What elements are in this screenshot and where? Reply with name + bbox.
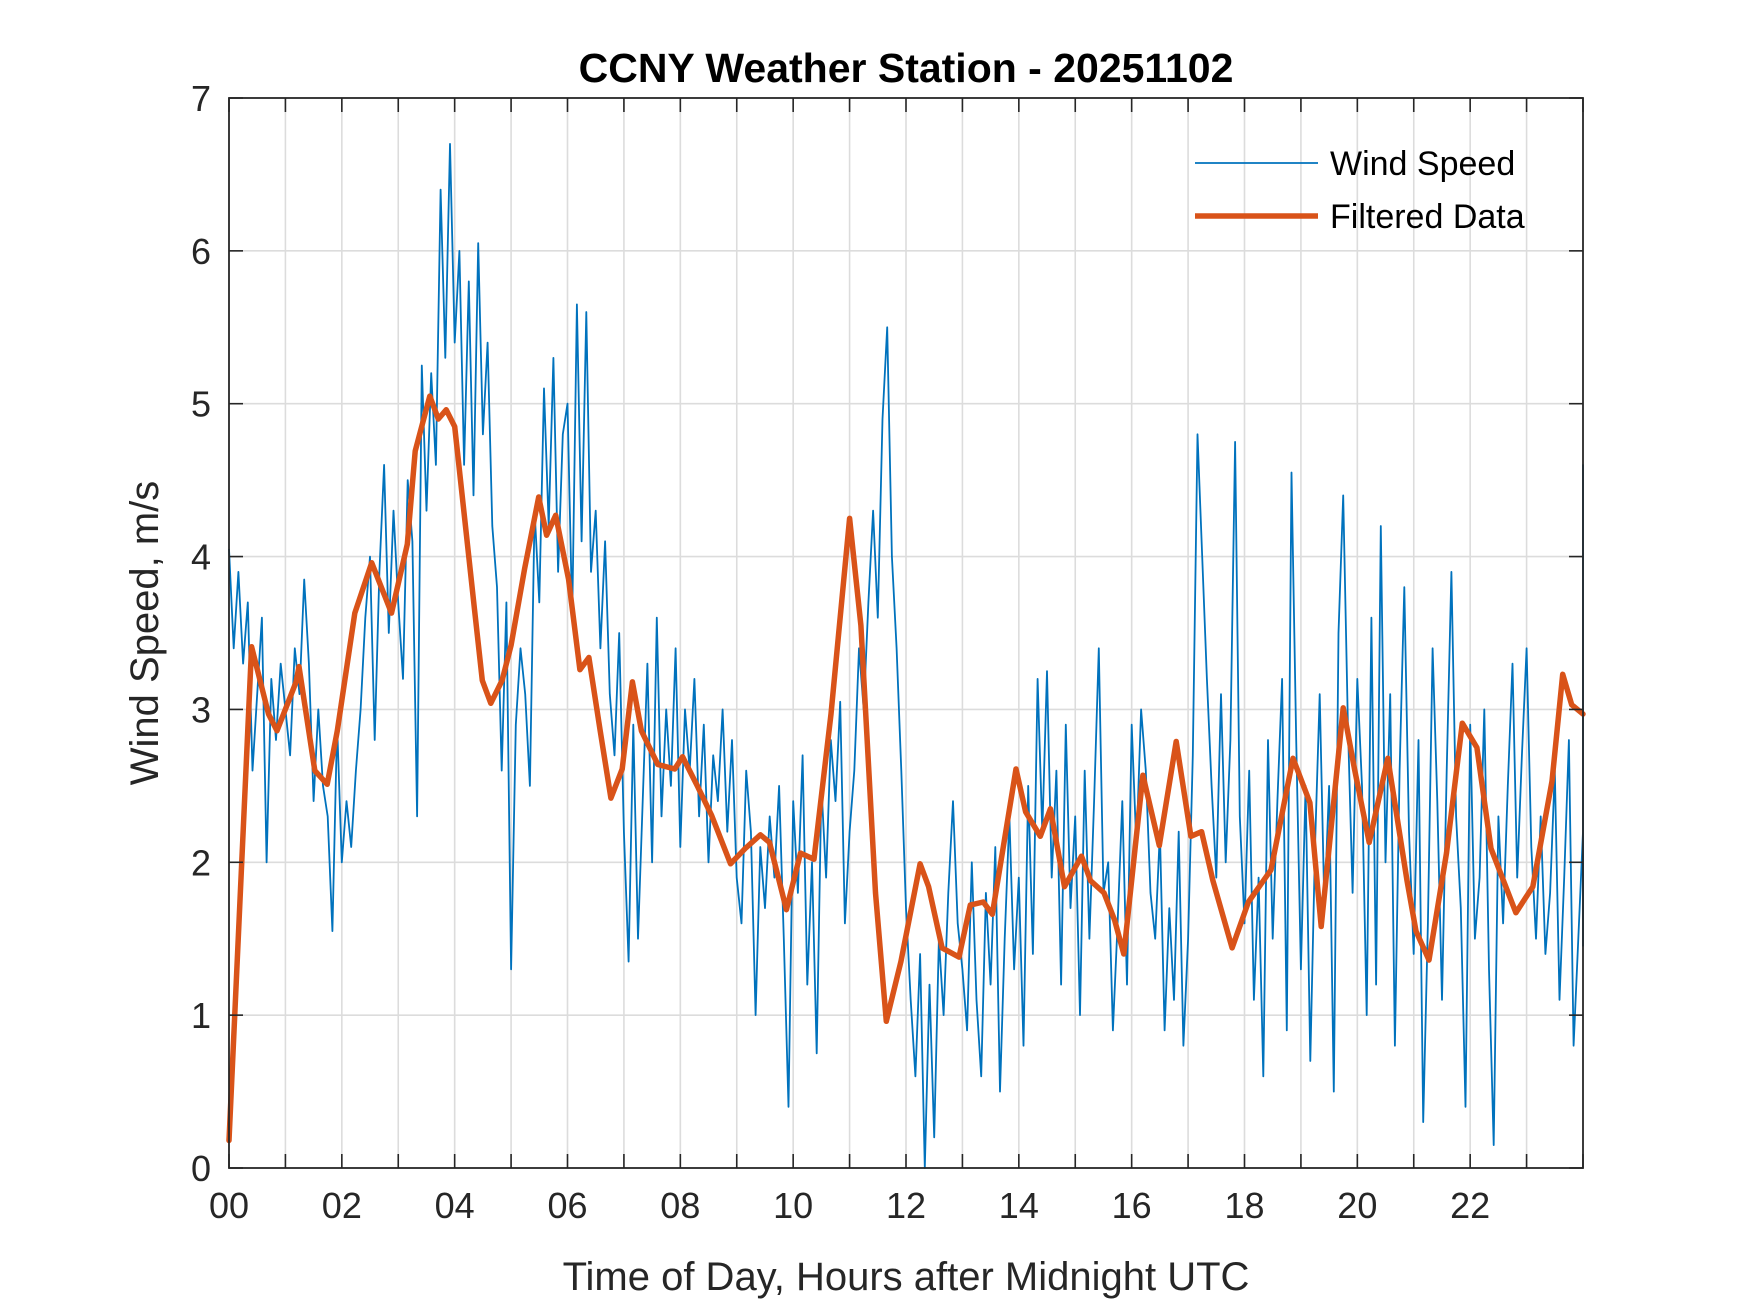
x-tick-label: 08 [660,1185,700,1226]
grid-lines [229,98,1583,1168]
wind-speed-series [228,142,1584,1169]
y-tick-label: 7 [191,78,211,119]
filtered-data-line [226,393,1586,1144]
x-tick-labels: 00 02 04 06 08 10 12 14 16 18 20 22 [209,1185,1490,1226]
y-tick-label: 5 [191,384,211,425]
filtered-data-series [226,393,1586,1144]
legend: Wind Speed Filtered Data [1195,145,1525,236]
y-tick-label: 6 [191,231,211,272]
x-tick-label: 22 [1450,1185,1490,1226]
legend-wind-speed-label: Wind Speed [1330,145,1515,183]
y-tick-label: 4 [191,537,211,578]
chart-title: CCNY Weather Station - 20251102 [579,45,1234,91]
y-tick-labels: 0 1 2 3 4 5 6 7 [191,78,211,1189]
x-tick-label: 00 [209,1185,249,1226]
y-tick-label: 1 [191,995,211,1036]
x-tick-label: 10 [773,1185,813,1226]
x-axis-label: Time of Day, Hours after Midnight UTC [563,1255,1250,1299]
x-tick-label: 18 [1224,1185,1264,1226]
wind-speed-line [228,142,1584,1169]
x-tick-label: 04 [435,1185,475,1226]
legend-filtered-data-label: Filtered Data [1330,198,1525,236]
x-tick-label: 14 [999,1185,1039,1226]
x-tick-label: 06 [547,1185,587,1226]
x-tick-label: 16 [1112,1185,1152,1226]
axes-box [228,97,1584,1169]
y-tick-label: 3 [191,689,211,730]
axes [228,97,1584,1169]
x-tick-label: 12 [886,1185,926,1226]
x-tick-label: 20 [1337,1185,1377,1226]
y-axis-label: Wind Speed, m/s [123,481,167,786]
y-tick-label: 2 [191,842,211,883]
y-tick-label: 0 [191,1148,211,1189]
x-tick-label: 02 [322,1185,362,1226]
